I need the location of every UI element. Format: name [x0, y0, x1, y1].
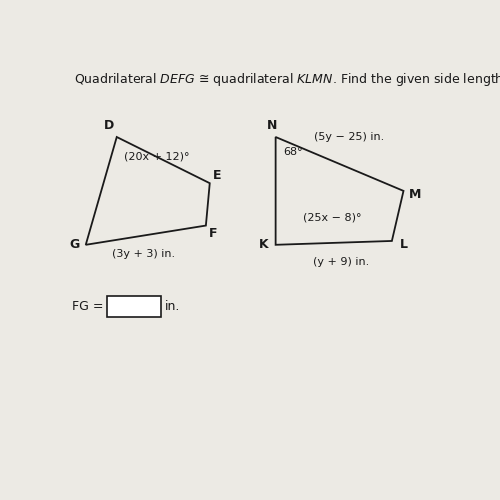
Text: (20x + 12)°: (20x + 12)°: [124, 151, 190, 161]
Text: 68°: 68°: [284, 148, 303, 158]
Text: F: F: [210, 227, 218, 240]
Text: E: E: [213, 169, 222, 182]
Text: Quadrilateral $DEFG$ ≅ quadrilateral $KLMN$. Find the given side length.: Quadrilateral $DEFG$ ≅ quadrilateral $KL…: [74, 70, 500, 88]
Text: D: D: [104, 119, 114, 132]
Text: G: G: [69, 238, 79, 252]
FancyBboxPatch shape: [107, 296, 162, 317]
Text: M: M: [409, 188, 422, 201]
Text: (3y + 3) in.: (3y + 3) in.: [112, 250, 176, 260]
Text: N: N: [266, 119, 277, 132]
Text: L: L: [400, 238, 407, 252]
Text: in.: in.: [165, 300, 180, 313]
Text: (25x − 8)°: (25x − 8)°: [303, 213, 361, 223]
Text: K: K: [259, 238, 269, 252]
Text: (y + 9) in.: (y + 9) in.: [314, 257, 370, 267]
Text: (5y − 25) in.: (5y − 25) in.: [314, 132, 384, 142]
Text: FG =: FG =: [72, 300, 103, 313]
